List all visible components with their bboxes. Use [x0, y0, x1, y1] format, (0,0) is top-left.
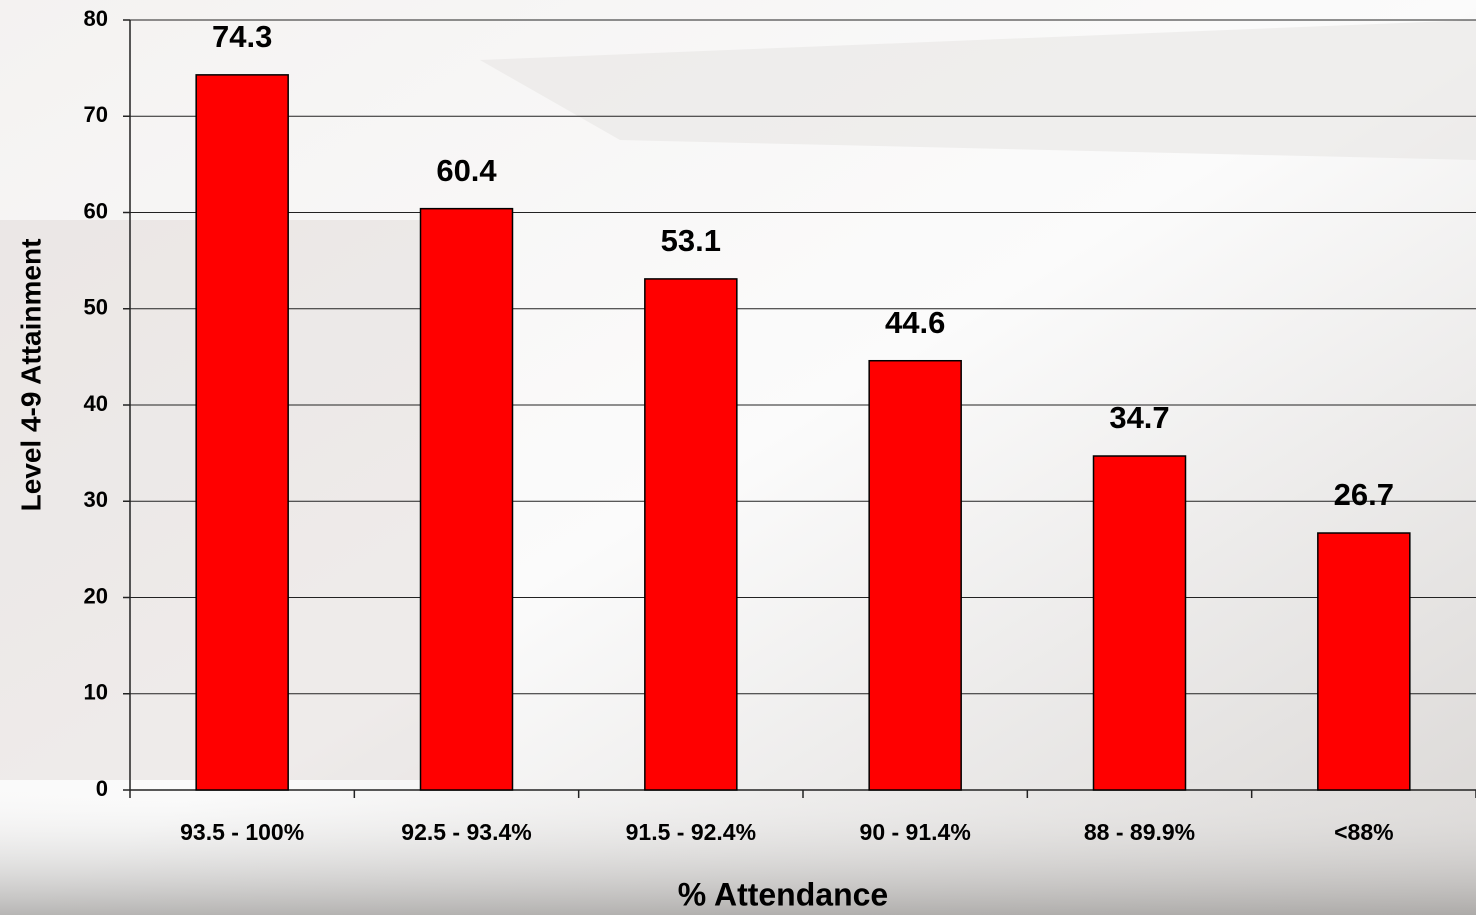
x-tick-label: 88 - 89.9%	[1084, 819, 1195, 845]
bar	[421, 209, 513, 790]
y-tick-label: 70	[84, 102, 108, 127]
y-tick-label: 50	[84, 295, 108, 320]
y-axis-title: Level 4-9 Attainment	[15, 239, 46, 512]
value-label: 26.7	[1334, 477, 1394, 512]
x-axis-title: % Attendance	[678, 876, 888, 912]
value-label: 53.1	[661, 223, 721, 258]
bar	[645, 279, 737, 790]
bar	[196, 75, 288, 790]
y-tick-label: 20	[84, 583, 108, 608]
value-label: 34.7	[1109, 400, 1169, 435]
x-tick-label: 92.5 - 93.4%	[401, 819, 531, 845]
bar	[1094, 456, 1186, 790]
x-tick-label: <88%	[1334, 819, 1393, 845]
y-tick-label: 0	[96, 776, 108, 801]
x-tick-label: 93.5 - 100%	[180, 819, 304, 845]
bar	[869, 361, 961, 790]
y-tick-label: 10	[84, 680, 108, 705]
y-tick-label: 60	[84, 198, 108, 223]
value-label: 44.6	[885, 305, 945, 340]
page: {"chart_data": {"type": "bar", "x_label"…	[0, 0, 1476, 915]
y-tick-label: 40	[84, 391, 108, 416]
y-tick-label: 30	[84, 487, 108, 512]
value-label: 60.4	[436, 153, 497, 188]
chart: 0 10 20 30 40 50 60 70 80 93.5 - 100% 74.3 92.5 - 9…	[0, 0, 1476, 915]
y-tick-label: 80	[84, 6, 108, 31]
x-tick-label: 90 - 91.4%	[860, 819, 971, 845]
x-tick-label: 91.5 - 92.4%	[626, 819, 756, 845]
bar	[1318, 533, 1410, 790]
value-label: 74.3	[212, 19, 272, 54]
